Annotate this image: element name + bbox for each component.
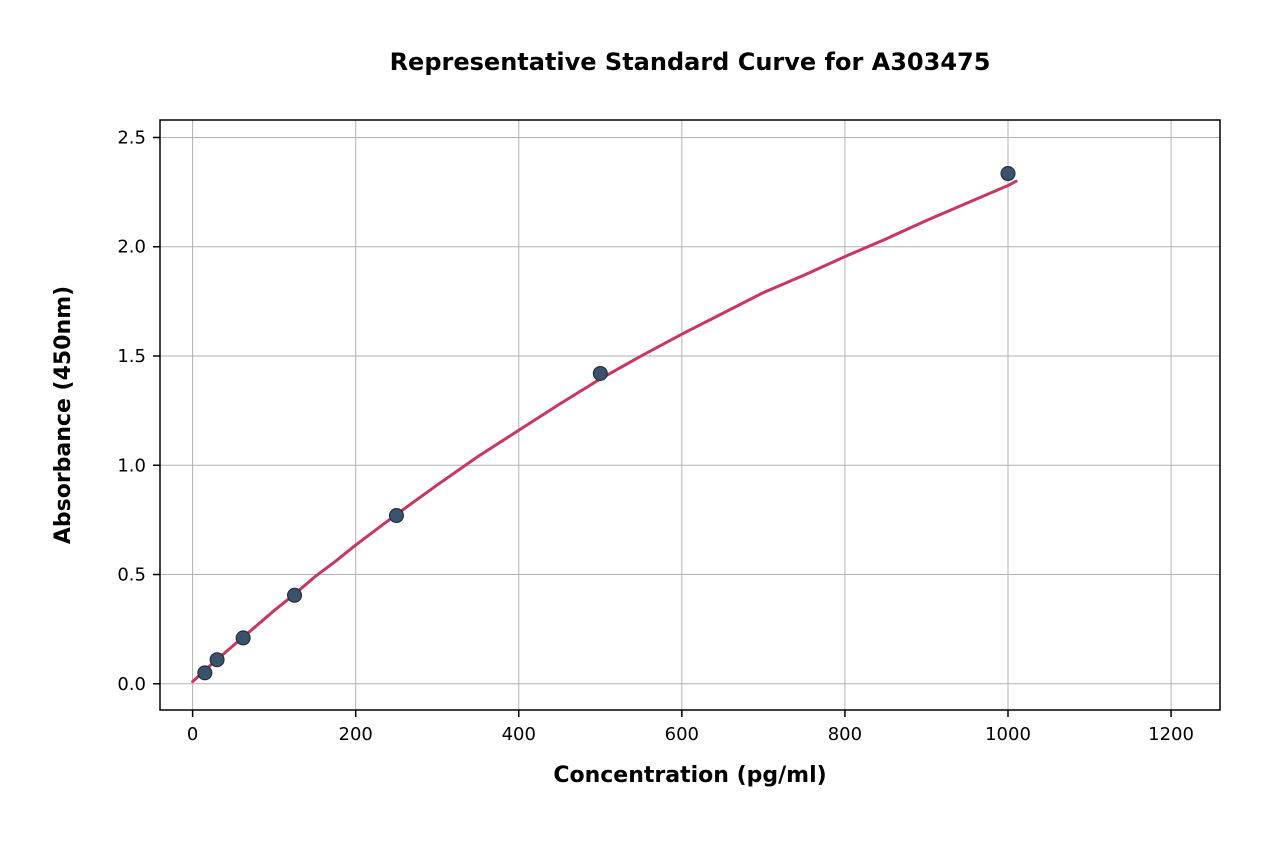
- xtick-label: 400: [502, 724, 536, 745]
- xtick-label: 200: [339, 724, 373, 745]
- ytick-label: 0.0: [117, 674, 146, 695]
- data-marker: [1001, 167, 1015, 181]
- xtick-label: 800: [828, 724, 862, 745]
- ytick-label: 2.5: [117, 127, 146, 148]
- data-marker: [288, 588, 302, 602]
- xtick-label: 1200: [1148, 724, 1194, 745]
- x-axis-label: Concentration (pg/ml): [553, 763, 826, 788]
- ytick-label: 1.5: [117, 346, 146, 367]
- ytick-label: 2.0: [117, 237, 146, 258]
- chart-container: 0 200 400 600 800 1000 1200 0.0 0.5 1.0 1.5 2.0 2.5 R…: [0, 0, 1280, 845]
- ytick-label: 0.5: [117, 565, 146, 586]
- data-marker: [593, 366, 607, 380]
- plot-bg: [160, 120, 1220, 710]
- y-axis-label: Absorbance (450nm): [51, 286, 76, 544]
- data-marker: [198, 666, 212, 680]
- chart-title: Representative Standard Curve for A30347…: [390, 48, 991, 76]
- standard-curve-chart: 0 200 400 600 800 1000 1200 0.0 0.5 1.0 1.5 2.0 2.5 R…: [0, 0, 1280, 845]
- xtick-label: 0: [187, 724, 198, 745]
- data-marker: [210, 653, 224, 667]
- xtick-label: 1000: [985, 724, 1031, 745]
- data-marker: [236, 631, 250, 645]
- data-marker: [389, 509, 403, 523]
- ytick-label: 1.0: [117, 455, 146, 476]
- xtick-label: 600: [665, 724, 699, 745]
